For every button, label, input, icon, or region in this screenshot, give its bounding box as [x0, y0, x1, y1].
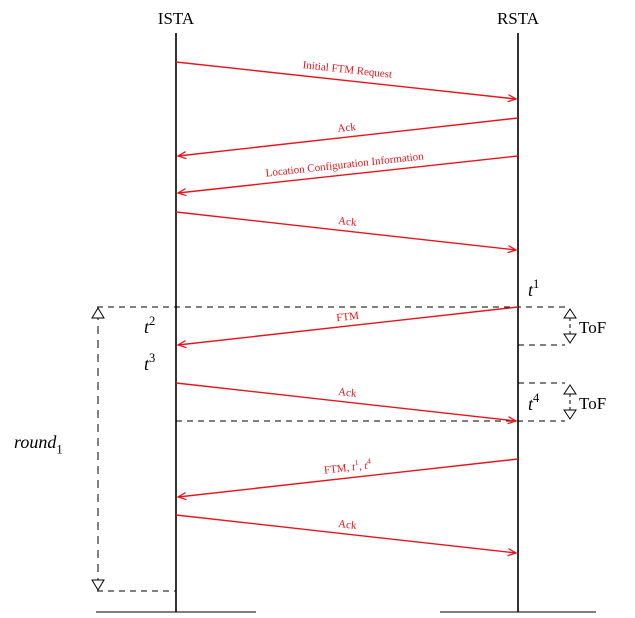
round-label: round1​	[14, 432, 63, 456]
message-label: Ack	[337, 121, 357, 135]
message-label: Ack	[338, 215, 358, 229]
tof-label-1: ToF	[579, 318, 606, 337]
entity-label-ista: ISTA	[158, 9, 195, 28]
tof-bracket-1	[563, 308, 577, 344]
round-label-bg	[12, 428, 94, 456]
message-label: Ack	[338, 386, 358, 400]
timestamp-t4: t4​	[528, 391, 540, 414]
message-label: FTM	[336, 310, 360, 324]
message-initial-ftm-request: Initial FTM Request	[175, 59, 516, 99]
tof-label-2: ToF	[579, 394, 606, 413]
timestamp-t3: t3​	[144, 351, 155, 374]
message-ack-4: Ack	[175, 514, 516, 553]
timestamp-t2: t2​	[144, 314, 155, 337]
message-ack-2: Ack	[175, 211, 516, 250]
tof-bracket-2	[563, 384, 577, 420]
message-ack-1: Ack	[178, 117, 519, 156]
timestamp-t1: t1​	[528, 277, 539, 300]
message-ack-3: Ack	[175, 382, 516, 421]
message-label: FTM, t1​, t4​	[323, 456, 372, 476]
message-ftm-t1-t4: FTM, t1​, t4​	[178, 456, 519, 497]
message-ftm: FTM	[178, 306, 519, 345]
entity-label-rsta: RSTA	[497, 9, 540, 28]
round-bracket	[91, 307, 105, 591]
message-lci: Location Configuration Information	[178, 150, 519, 193]
message-label: Ack	[338, 518, 358, 532]
